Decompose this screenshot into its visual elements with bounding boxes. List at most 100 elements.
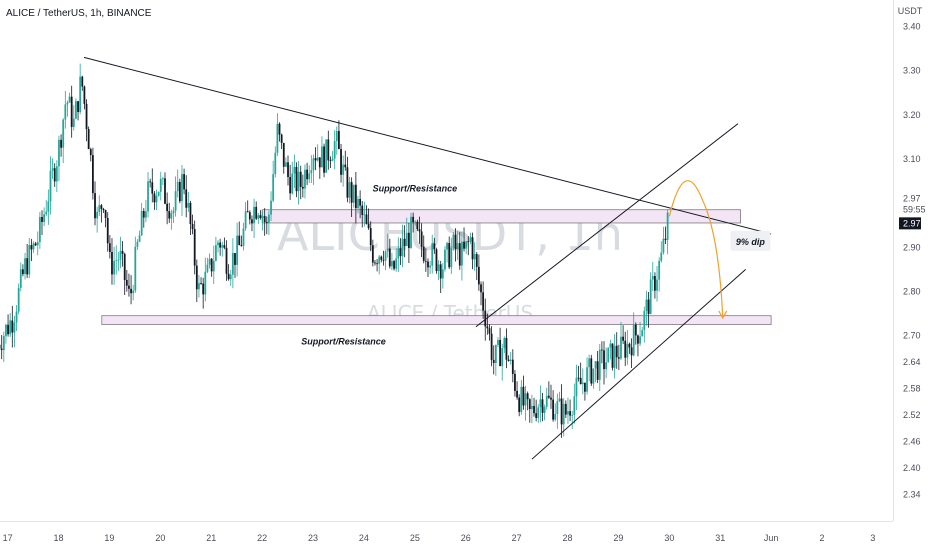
candle-body — [397, 248, 400, 259]
candle-body — [520, 386, 523, 413]
trendline-channel-lower — [531, 268, 747, 460]
zone-label-upper: Support/Resistance — [373, 184, 458, 194]
candle-body — [664, 238, 667, 240]
candle-body — [217, 242, 219, 246]
candle-body — [55, 166, 58, 182]
candle-body — [202, 283, 205, 295]
candle-body — [329, 160, 332, 162]
candle-body — [159, 178, 162, 192]
candle-body — [200, 283, 202, 284]
candle-body — [89, 149, 92, 156]
candle-body — [450, 247, 453, 268]
candle-body — [571, 414, 574, 416]
candle-body — [628, 343, 631, 348]
candle-body — [564, 403, 567, 415]
candle-body — [123, 253, 126, 281]
candle-body — [469, 237, 472, 242]
candle-body — [19, 269, 22, 288]
candle-body — [34, 243, 37, 246]
candle-body — [384, 251, 387, 261]
candle-body — [634, 324, 637, 336]
candle-body — [138, 235, 141, 242]
candle-body — [321, 146, 323, 168]
price-tick-3.20: 3.20 — [903, 110, 921, 120]
projection-arrow — [668, 180, 724, 318]
candle-body — [471, 237, 474, 260]
candle-body — [535, 413, 538, 418]
candle-body — [70, 96, 73, 127]
candle-body — [172, 210, 175, 214]
candle-body — [314, 158, 317, 161]
candle-body — [340, 149, 342, 175]
candle-body — [140, 210, 143, 236]
candle-body — [427, 261, 429, 268]
candle-body — [291, 173, 294, 194]
candle-body — [38, 216, 41, 243]
candle-body — [537, 407, 540, 418]
zone-rect-1 — [261, 209, 741, 224]
candle-body — [524, 393, 527, 406]
time-tick-28: 28 — [563, 533, 573, 543]
candle-body — [420, 231, 423, 247]
candle-body — [533, 405, 535, 414]
candle-body — [573, 396, 576, 415]
candle-body — [45, 211, 48, 215]
candle-body — [81, 76, 84, 87]
candle-body — [590, 358, 593, 384]
candle-body — [613, 345, 616, 368]
candle-body — [556, 401, 559, 415]
candle-body — [380, 256, 383, 260]
candle-body — [15, 311, 18, 323]
candle-body — [454, 234, 457, 250]
candle-body — [234, 253, 236, 265]
candle-body — [431, 243, 434, 266]
candle-body — [229, 274, 232, 280]
candle-body — [437, 264, 440, 272]
candle-body — [181, 174, 183, 202]
candle-body — [410, 216, 412, 248]
candle-body — [545, 395, 548, 407]
candle-body — [354, 184, 357, 209]
candle-body — [193, 229, 196, 266]
candle-body — [36, 242, 39, 246]
time-tick-19: 19 — [104, 533, 114, 543]
candle-body — [435, 249, 438, 272]
candle-body — [183, 174, 185, 190]
candle-body — [176, 181, 179, 192]
candle-body — [312, 158, 315, 171]
candle-body — [401, 238, 404, 257]
candle-body — [554, 414, 557, 420]
candle-body — [28, 245, 31, 275]
candle-body — [299, 171, 302, 187]
candle-body — [304, 169, 306, 189]
dip-label: 9% dip — [736, 237, 766, 247]
candle-body — [477, 266, 480, 285]
candle-body — [98, 205, 101, 212]
trendline-descending-resistance — [83, 56, 772, 235]
candle-body — [310, 170, 313, 174]
candle-body — [111, 251, 113, 275]
candle-body — [586, 367, 588, 392]
time-tick-3: 3 — [870, 533, 875, 543]
candle-body — [620, 336, 622, 359]
candle-body — [270, 200, 272, 215]
candle-body — [7, 324, 9, 335]
candle-body — [242, 228, 245, 246]
candle-body — [168, 211, 171, 219]
candle-body — [108, 243, 111, 252]
price-axis-unit: USDT — [898, 6, 923, 16]
candle-body — [560, 398, 563, 425]
candle-body — [342, 164, 345, 175]
candle-body — [104, 210, 107, 218]
candle-body — [497, 340, 499, 346]
candle-body — [376, 263, 378, 265]
time-tick-29: 29 — [613, 533, 623, 543]
candle-body — [509, 359, 512, 361]
candle-body — [5, 324, 7, 337]
candle-body — [41, 216, 43, 222]
price-tick-2.58: 2.58 — [903, 384, 921, 394]
candle-body — [367, 223, 370, 229]
candle-body — [289, 176, 292, 194]
candle-body — [113, 260, 116, 275]
